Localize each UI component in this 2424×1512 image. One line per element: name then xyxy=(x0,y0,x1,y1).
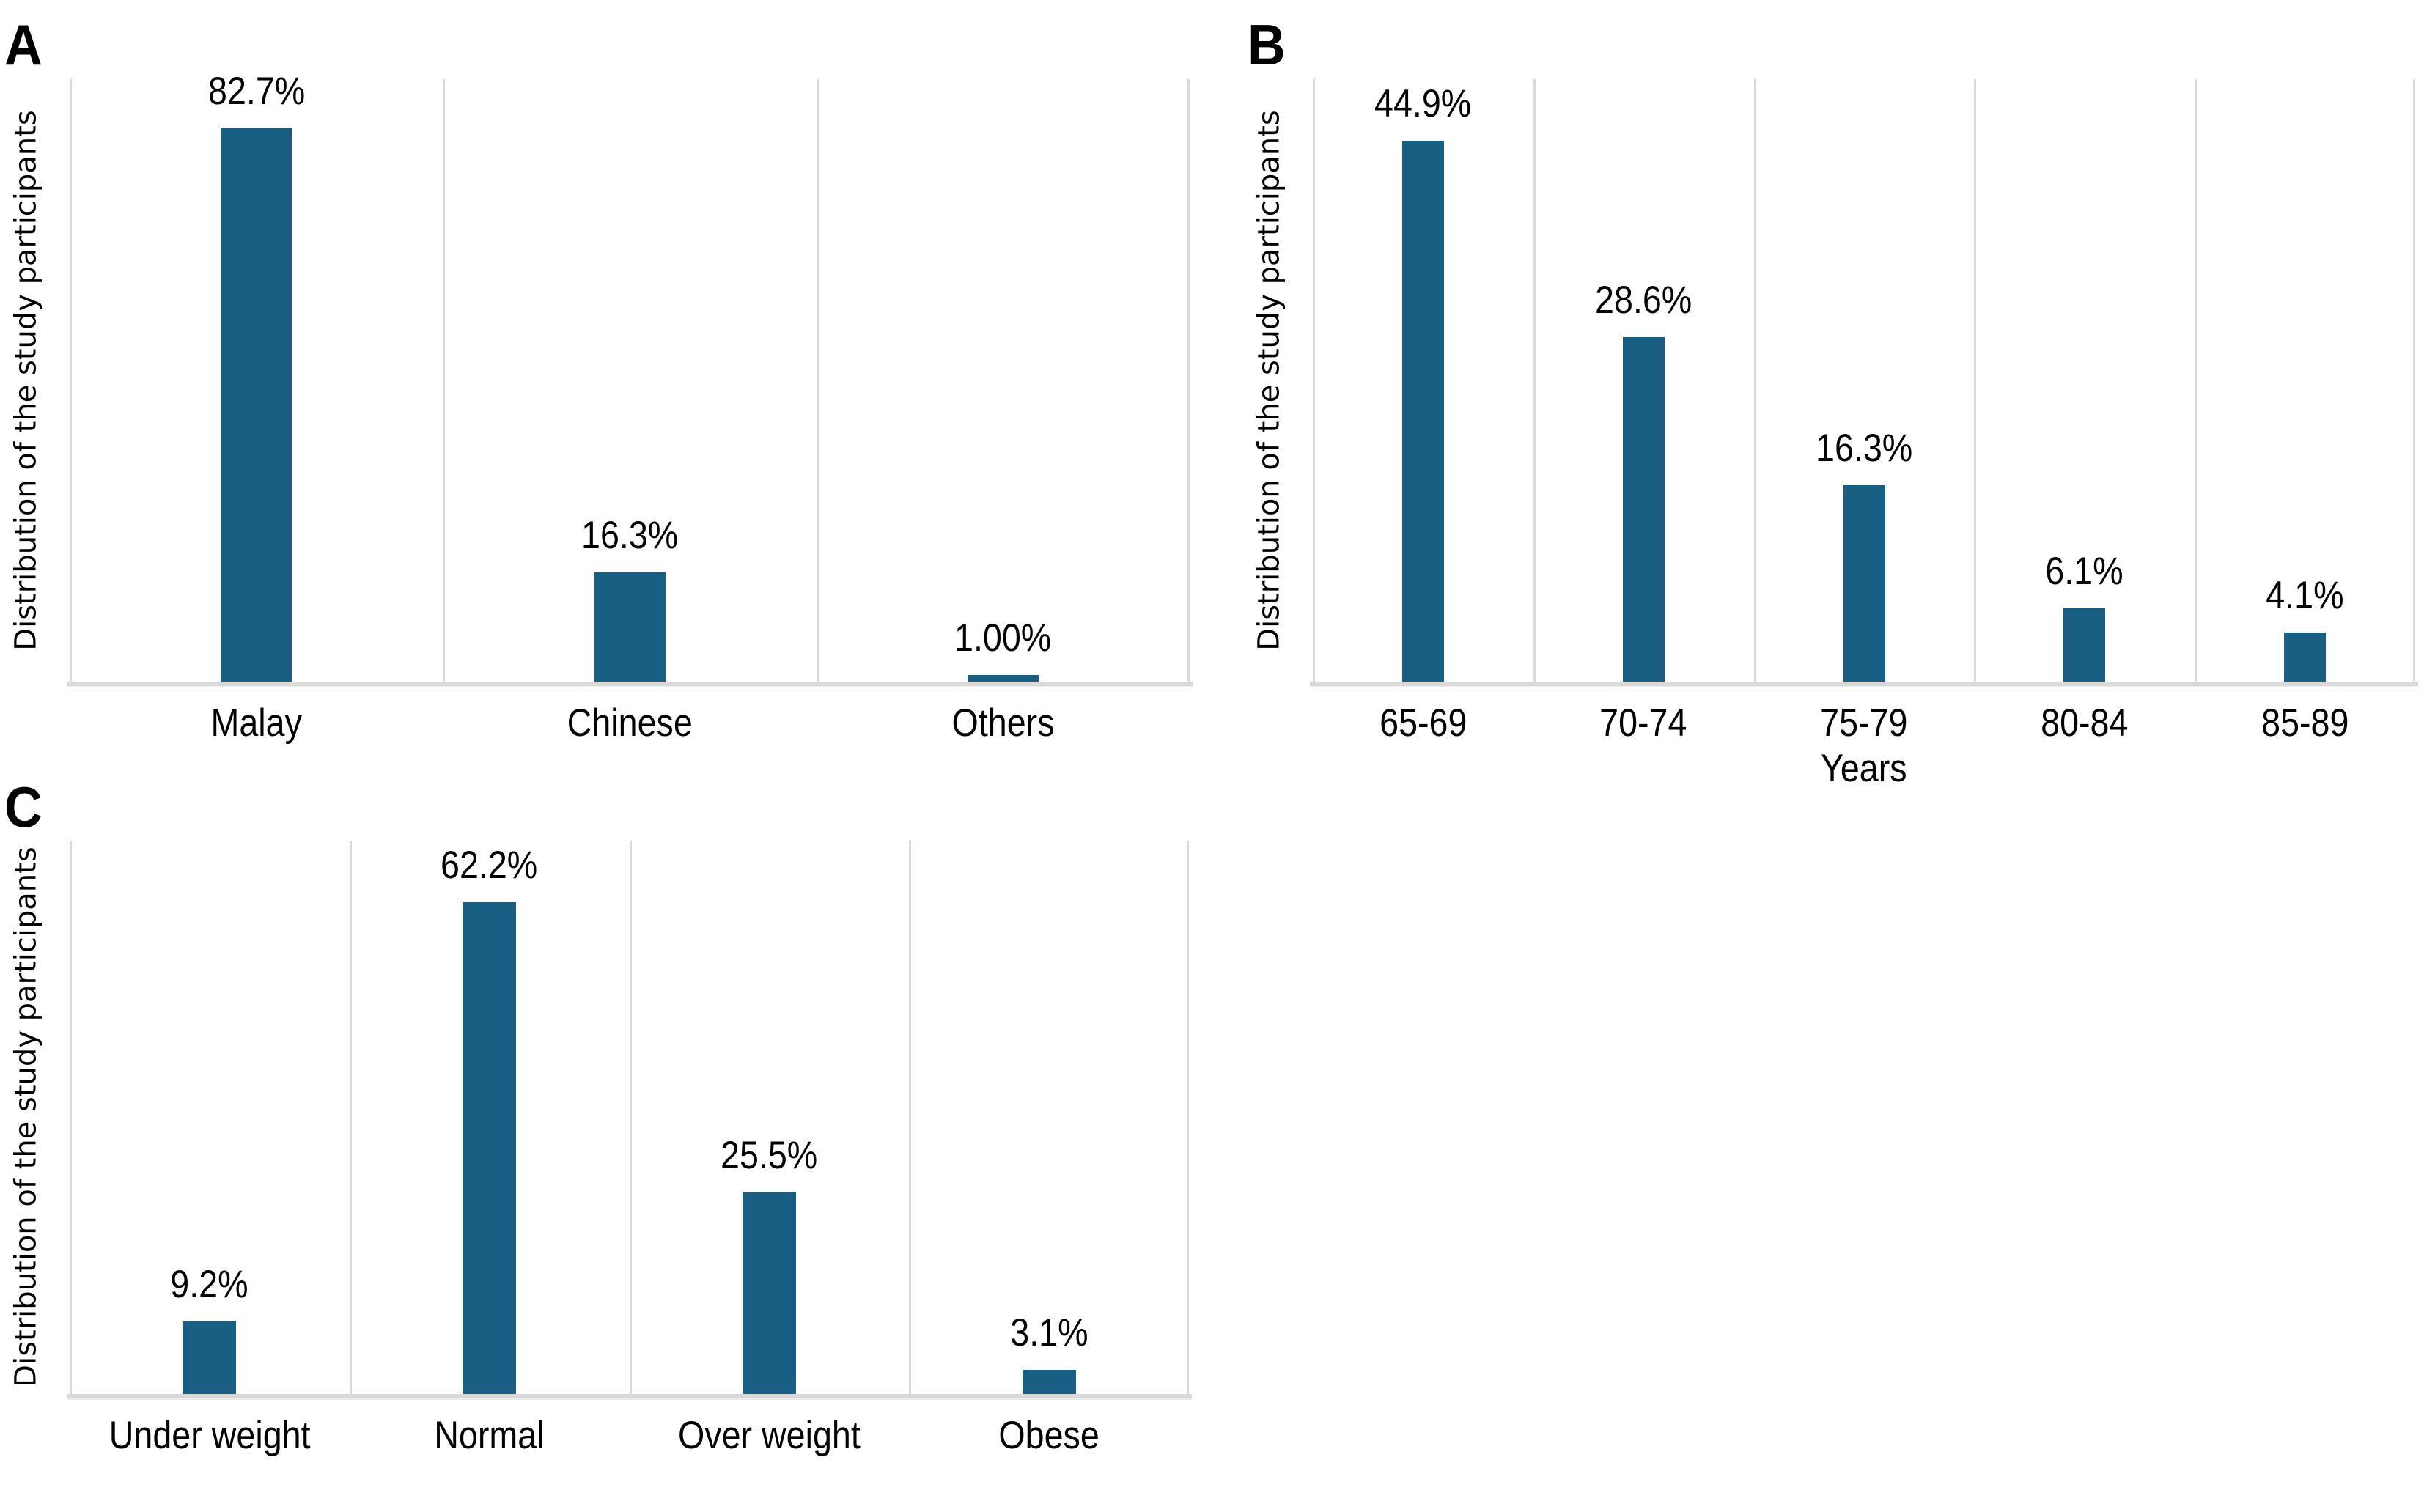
category-label-text: Malay xyxy=(210,701,302,745)
gridline xyxy=(1533,79,1536,682)
gridline xyxy=(629,841,632,1394)
bar-malay xyxy=(221,128,292,682)
gridline xyxy=(909,841,912,1394)
gridline xyxy=(1753,79,1756,682)
y-axis-label-text: Distribution of the study participants xyxy=(1253,110,1287,651)
gridline xyxy=(2413,79,2415,682)
gridline xyxy=(70,841,72,1394)
category-label-text: Obese xyxy=(998,1414,1099,1457)
category-label-text: Others xyxy=(951,701,1055,745)
gridline xyxy=(1187,841,1189,1394)
x-axis-baseline xyxy=(67,682,1193,687)
bar-chart-ethnicity: 82.7% Malay 16.3% Chinese 1.00% Others xyxy=(67,72,1193,742)
bar-value-text: 1.00% xyxy=(954,616,1052,660)
gridline xyxy=(2195,79,2198,682)
bar-value-text: 44.9% xyxy=(1374,82,1472,125)
category-label-text: 85-89 xyxy=(2261,701,2349,745)
y-axis-label-text: Distribution of the study participants xyxy=(10,847,44,1387)
bar-normal xyxy=(463,902,516,1394)
category-label-text: Chinese xyxy=(567,701,693,745)
gridline xyxy=(1974,79,1977,682)
bar-value-text: 16.3% xyxy=(581,514,679,557)
bar-85-89 xyxy=(2284,633,2326,682)
gridline xyxy=(70,79,72,682)
x-axis-baseline xyxy=(67,1394,1192,1400)
panel-label-c: C xyxy=(4,775,43,839)
bar-value-text: 25.5% xyxy=(721,1134,818,1177)
gridline xyxy=(349,841,352,1394)
panel-label-b: B xyxy=(1248,12,1286,77)
bar-value-text: 82.7% xyxy=(207,70,305,113)
bar-80-84 xyxy=(2063,608,2105,682)
bar-under-weight xyxy=(183,1321,236,1394)
bar-value-text: 9.2% xyxy=(170,1263,249,1306)
bar-value-text: 4.1% xyxy=(2266,574,2344,617)
bar-value-text: 28.6% xyxy=(1595,279,1692,322)
category-label-text: 65-69 xyxy=(1379,701,1467,745)
gridline xyxy=(1313,79,1315,682)
category-label-text: Normal xyxy=(434,1414,545,1457)
bar-obese xyxy=(1023,1370,1076,1394)
bar-value-text: 16.3% xyxy=(1815,427,1913,470)
x-axis-baseline xyxy=(1310,682,2418,687)
category-label-text: 80-84 xyxy=(2041,701,2129,745)
bar-65-69 xyxy=(1402,141,1444,682)
bar-value-text: 3.1% xyxy=(1009,1311,1088,1354)
bar-others xyxy=(968,675,1039,682)
bar-value-text: 6.1% xyxy=(2045,550,2123,593)
category-label-text: Under weight xyxy=(108,1414,311,1457)
gridline xyxy=(816,79,819,682)
x-axis-title: Years xyxy=(1313,749,2415,788)
y-axis-label-text: Distribution of the study participants xyxy=(10,110,44,651)
category-label-text: 70-74 xyxy=(1599,701,1687,745)
gridline xyxy=(1187,79,1190,682)
bar-value-text: 62.2% xyxy=(441,844,538,887)
x-axis-title-text: Years xyxy=(1821,747,1907,790)
bar-chinese xyxy=(594,572,666,682)
bar-chart-weight-status: 9.2% Under weight 62.2% Normal 25.5% Over wei… xyxy=(67,841,1192,1455)
panel-label-a: A xyxy=(4,12,43,77)
bar-over-weight xyxy=(743,1192,796,1394)
bar-75-79 xyxy=(1843,485,1885,682)
bar-70-74 xyxy=(1623,337,1665,682)
bar-chart-age-groups: Years 44.9% 65-69 28.6% 70-74 16.3% 75-79 6.1%… xyxy=(1310,79,2418,788)
category-label-text: 75-79 xyxy=(1820,701,1908,745)
gridline xyxy=(443,79,446,682)
category-label-text: Over weight xyxy=(677,1414,861,1457)
